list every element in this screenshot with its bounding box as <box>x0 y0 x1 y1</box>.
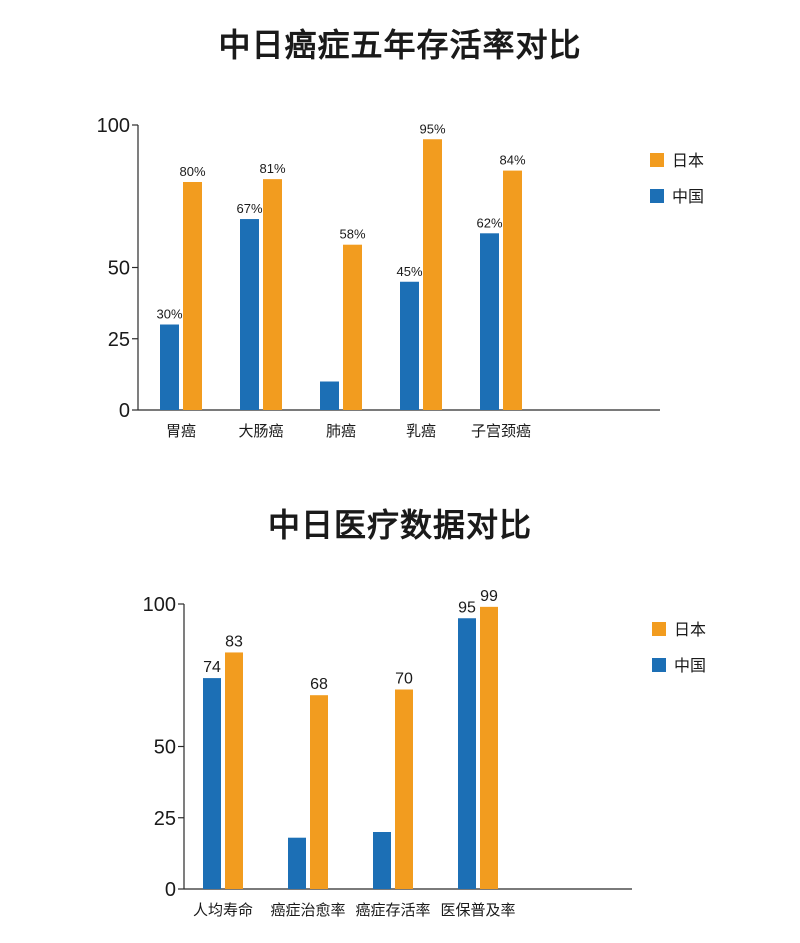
y-tick-label: 0 <box>119 400 130 422</box>
x-tick-label: 肺癌 <box>326 422 356 440</box>
x-tick-label: 癌症存活率 <box>355 901 430 919</box>
y-tick-label: 100 <box>97 115 130 137</box>
legend-swatch <box>652 622 666 636</box>
survival-rate-chart: 0 25 50 100 30% 80% 胃癌 67% 81% 大肠癌 58% 肺癌 45% 95% 乳癌 62… <box>97 115 704 440</box>
x-tick-label: 子宫颈癌 <box>471 422 531 440</box>
data-label-china: 30% <box>156 307 182 322</box>
legend-label: 日本 <box>674 620 706 639</box>
data-label-china: 74 <box>203 659 221 676</box>
y-tick-label: 25 <box>154 808 176 830</box>
bar-japan <box>225 652 243 889</box>
data-label-china: 62% <box>476 215 502 230</box>
data-label-china: 67% <box>236 201 262 216</box>
bar-japan <box>480 606 498 889</box>
bar-japan <box>343 244 362 410</box>
bar-japan <box>423 139 442 410</box>
y-tick-label: 25 <box>108 329 130 351</box>
bar-japan <box>395 689 413 889</box>
data-label-japan: 80% <box>179 164 205 179</box>
bar-japan <box>263 179 282 410</box>
legend-swatch <box>650 153 664 167</box>
bar-china <box>240 219 259 410</box>
data-label-japan: 95% <box>419 121 445 136</box>
data-label-japan: 58% <box>339 227 365 242</box>
bar-china <box>288 837 306 889</box>
legend-label: 中国 <box>674 656 706 675</box>
bar-china <box>400 281 419 410</box>
x-tick-label: 大肠癌 <box>238 422 283 440</box>
chart-title: 中日癌症五年存活率对比 <box>218 26 582 64</box>
x-tick-label: 癌症治愈率 <box>270 901 345 919</box>
x-tick-label: 人均寿命 <box>193 901 253 919</box>
bar-china <box>203 678 221 889</box>
bar-japan <box>503 170 522 410</box>
data-label-japan: 81% <box>259 161 285 176</box>
data-label-japan: 99 <box>480 588 498 605</box>
bar-china <box>458 618 476 889</box>
legend-swatch <box>652 658 666 672</box>
legend-label: 日本 <box>672 151 704 170</box>
y-tick-label: 50 <box>154 737 176 759</box>
data-label-china: 45% <box>396 264 422 279</box>
bar-china <box>160 324 179 410</box>
x-tick-label: 胃癌 <box>166 422 196 440</box>
data-label-china: 95 <box>458 599 476 616</box>
data-label-japan: 84% <box>499 153 525 168</box>
x-tick-label: 医保普及率 <box>440 901 515 919</box>
y-tick-label: 0 <box>165 879 176 901</box>
bar-japan <box>310 695 328 889</box>
chart-title: 中日医疗数据对比 <box>267 506 532 544</box>
data-label-japan: 68 <box>310 676 328 693</box>
bar-japan <box>183 182 202 410</box>
y-tick-label: 50 <box>108 258 130 280</box>
bar-china <box>480 233 499 410</box>
legend-label: 中国 <box>672 187 704 206</box>
bar-china <box>320 381 339 410</box>
legend-swatch <box>650 189 664 203</box>
bar-china <box>373 832 391 889</box>
data-label-japan: 83 <box>225 633 243 650</box>
data-label-japan: 70 <box>395 671 413 688</box>
x-tick-label: 乳癌 <box>406 422 436 440</box>
y-tick-label: 100 <box>143 594 176 616</box>
